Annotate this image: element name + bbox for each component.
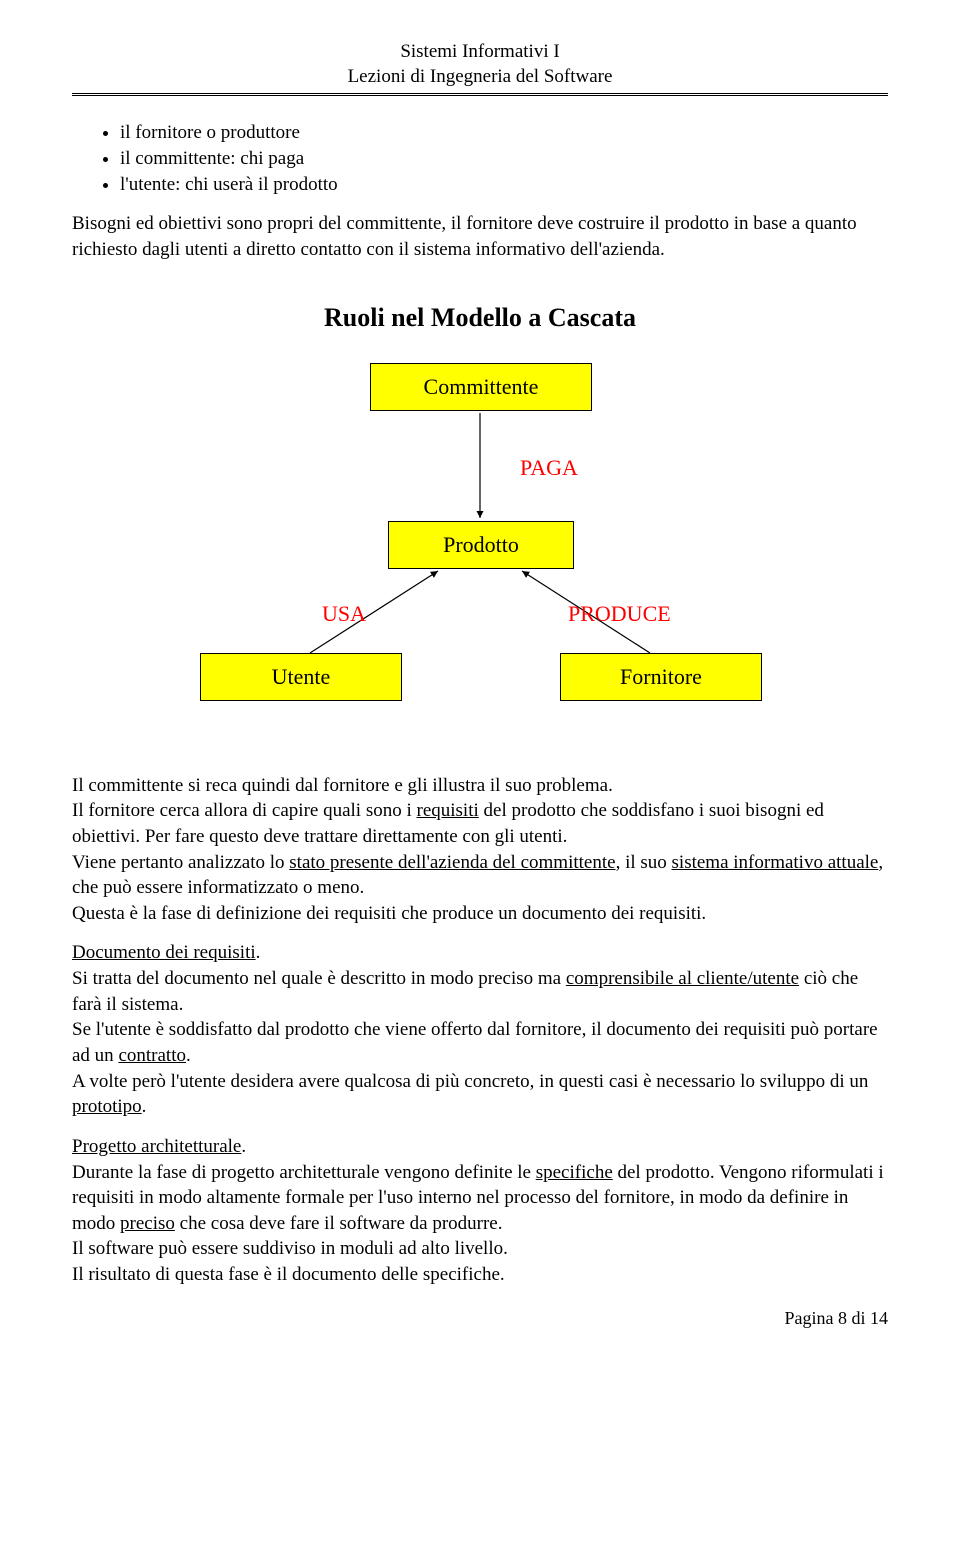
p3b: Il software può essere suddiviso in modu… [72,1238,508,1259]
p2a-pre: Si tratta del documento nel quale è desc… [72,968,566,989]
p3a-pre: Durante la fase di progetto architettura… [72,1162,536,1183]
edge-produce: PRODUCE [568,601,671,627]
p1c-u1: stato presente dell'azienda del committe… [289,852,615,873]
node-prodotto: Prodotto [388,521,574,569]
node-fornitore: Fornitore [560,653,762,701]
p1c-pre: Viene pertanto analizzato lo [72,852,289,873]
p2b-post: . [186,1045,191,1066]
p1b-u: requisiti [417,800,479,821]
p2c-pre: A volte però l'utente desidera avere qua… [72,1071,868,1092]
p3a-post2: che cosa deve fare il software da produr… [175,1213,503,1234]
p2c-u: prototipo [72,1096,142,1117]
p2c-post: . [142,1096,147,1117]
p1c-u2: sistema informativo attuale [672,852,879,873]
node-committente: Committente [370,363,592,411]
p3a-u2: preciso [120,1213,175,1234]
p2b-u: contratto [118,1045,186,1066]
edge-paga: PAGA [520,455,578,481]
node-utente: Utente [200,653,402,701]
p1b-pre: Il fornitore cerca allora di capire qual… [72,800,417,821]
bullet-utente: l'utente: chi userà il prodotto [120,172,888,198]
header-line-1: Sistemi Informativi I [72,40,888,65]
bullet-fornitore: il fornitore o produttore [120,120,888,146]
header-rule [72,93,888,96]
p1d: Questa è la fase di definizione dei requ… [72,903,706,924]
edge-usa: USA [322,601,366,627]
h2: Documento dei requisiti [72,942,256,963]
roles-list: il fornitore o produttore il committente… [72,120,888,197]
body-p2: Documento dei requisiti. Si tratta del d… [72,940,888,1119]
p3c: Il risultato di questa fase è il documen… [72,1264,505,1285]
p2a-u: comprensibile al cliente/utente [566,968,799,989]
intro-paragraph: Bisogni ed obiettivi sono propri del com… [72,211,888,262]
roles-diagram: Committente Prodotto Utente Fornitore PA… [170,363,790,723]
p2b-pre: Se l'utente è soddisfatto dal prodotto c… [72,1019,878,1066]
p3a-u: specifiche [536,1162,613,1183]
page-header: Sistemi Informativi I Lezioni di Ingegne… [72,40,888,89]
bullet-committente: il committente: chi paga [120,146,888,172]
body-p3: Progetto architetturale. Durante la fase… [72,1134,888,1288]
h3: Progetto architetturale [72,1136,241,1157]
diagram-title: Ruoli nel Modello a Cascata [72,303,888,333]
page-footer: Pagina 8 di 14 [72,1308,888,1329]
header-line-2: Lezioni di Ingegneria del Software [72,65,888,90]
p1c-mid: , il suo [616,852,672,873]
p1a: Il committente si reca quindi dal fornit… [72,775,613,796]
body-p1: Il committente si reca quindi dal fornit… [72,773,888,927]
